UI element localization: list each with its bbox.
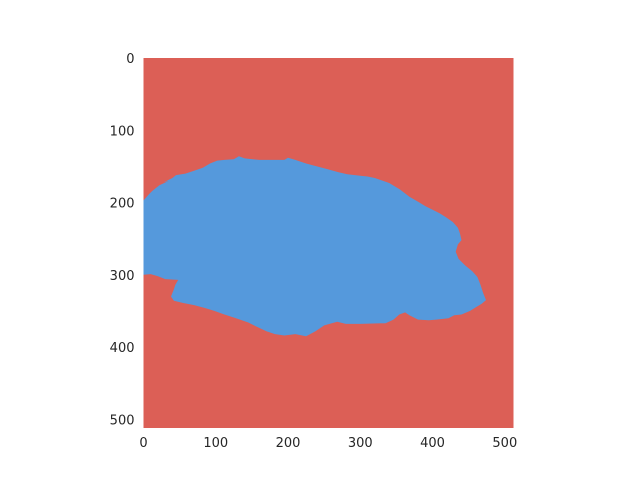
y-axis: 0 100 200 300 400 500 xyxy=(110,52,135,428)
x-tick-label: 100 xyxy=(203,436,228,451)
x-axis: 0 100 200 300 400 500 xyxy=(139,436,517,451)
x-tick-label: 300 xyxy=(348,436,373,451)
x-tick-label: 500 xyxy=(492,436,517,451)
y-tick-label: 300 xyxy=(110,269,135,284)
y-tick-label: 100 xyxy=(110,124,135,139)
plot-area xyxy=(143,58,514,428)
y-tick-label: 0 xyxy=(126,52,134,67)
y-tick-label: 500 xyxy=(110,413,135,428)
y-tick-label: 400 xyxy=(110,341,135,356)
x-tick-label: 400 xyxy=(420,436,445,451)
y-tick-label: 200 xyxy=(110,197,135,212)
segmented-region xyxy=(143,156,486,337)
x-tick-label: 0 xyxy=(139,436,147,451)
x-tick-label: 200 xyxy=(276,436,301,451)
